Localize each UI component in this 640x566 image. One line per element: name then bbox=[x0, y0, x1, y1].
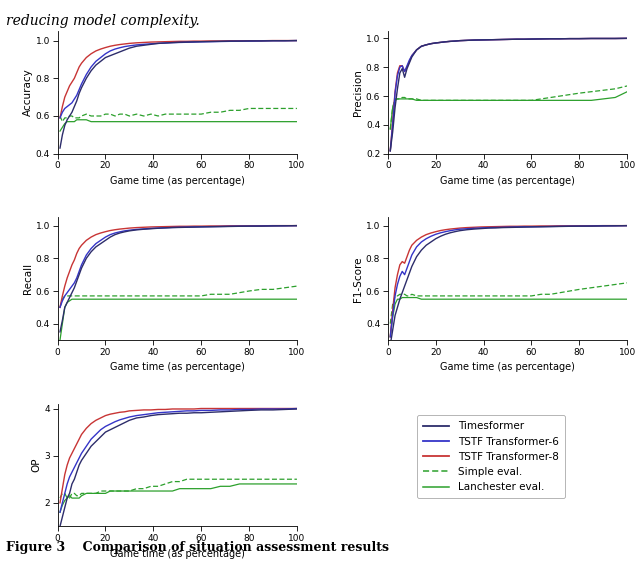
Legend: Timesformer, TSTF Transformer-6, TSTF Transformer-8, Simple eval., Lanchester ev: Timesformer, TSTF Transformer-6, TSTF Tr… bbox=[417, 415, 564, 499]
X-axis label: Game time (as percentage): Game time (as percentage) bbox=[440, 362, 575, 372]
Y-axis label: F1-Score: F1-Score bbox=[353, 256, 363, 302]
Text: reducing model complexity.: reducing model complexity. bbox=[6, 14, 200, 28]
Y-axis label: Recall: Recall bbox=[23, 263, 33, 294]
Text: Figure 3    Comparison of situation assessment results: Figure 3 Comparison of situation assessm… bbox=[6, 541, 389, 554]
Y-axis label: OP: OP bbox=[31, 458, 42, 473]
X-axis label: Game time (as percentage): Game time (as percentage) bbox=[110, 548, 244, 559]
Y-axis label: Accuracy: Accuracy bbox=[23, 68, 33, 116]
X-axis label: Game time (as percentage): Game time (as percentage) bbox=[440, 176, 575, 186]
X-axis label: Game time (as percentage): Game time (as percentage) bbox=[110, 362, 244, 372]
Y-axis label: Precision: Precision bbox=[353, 69, 363, 116]
X-axis label: Game time (as percentage): Game time (as percentage) bbox=[110, 176, 244, 186]
